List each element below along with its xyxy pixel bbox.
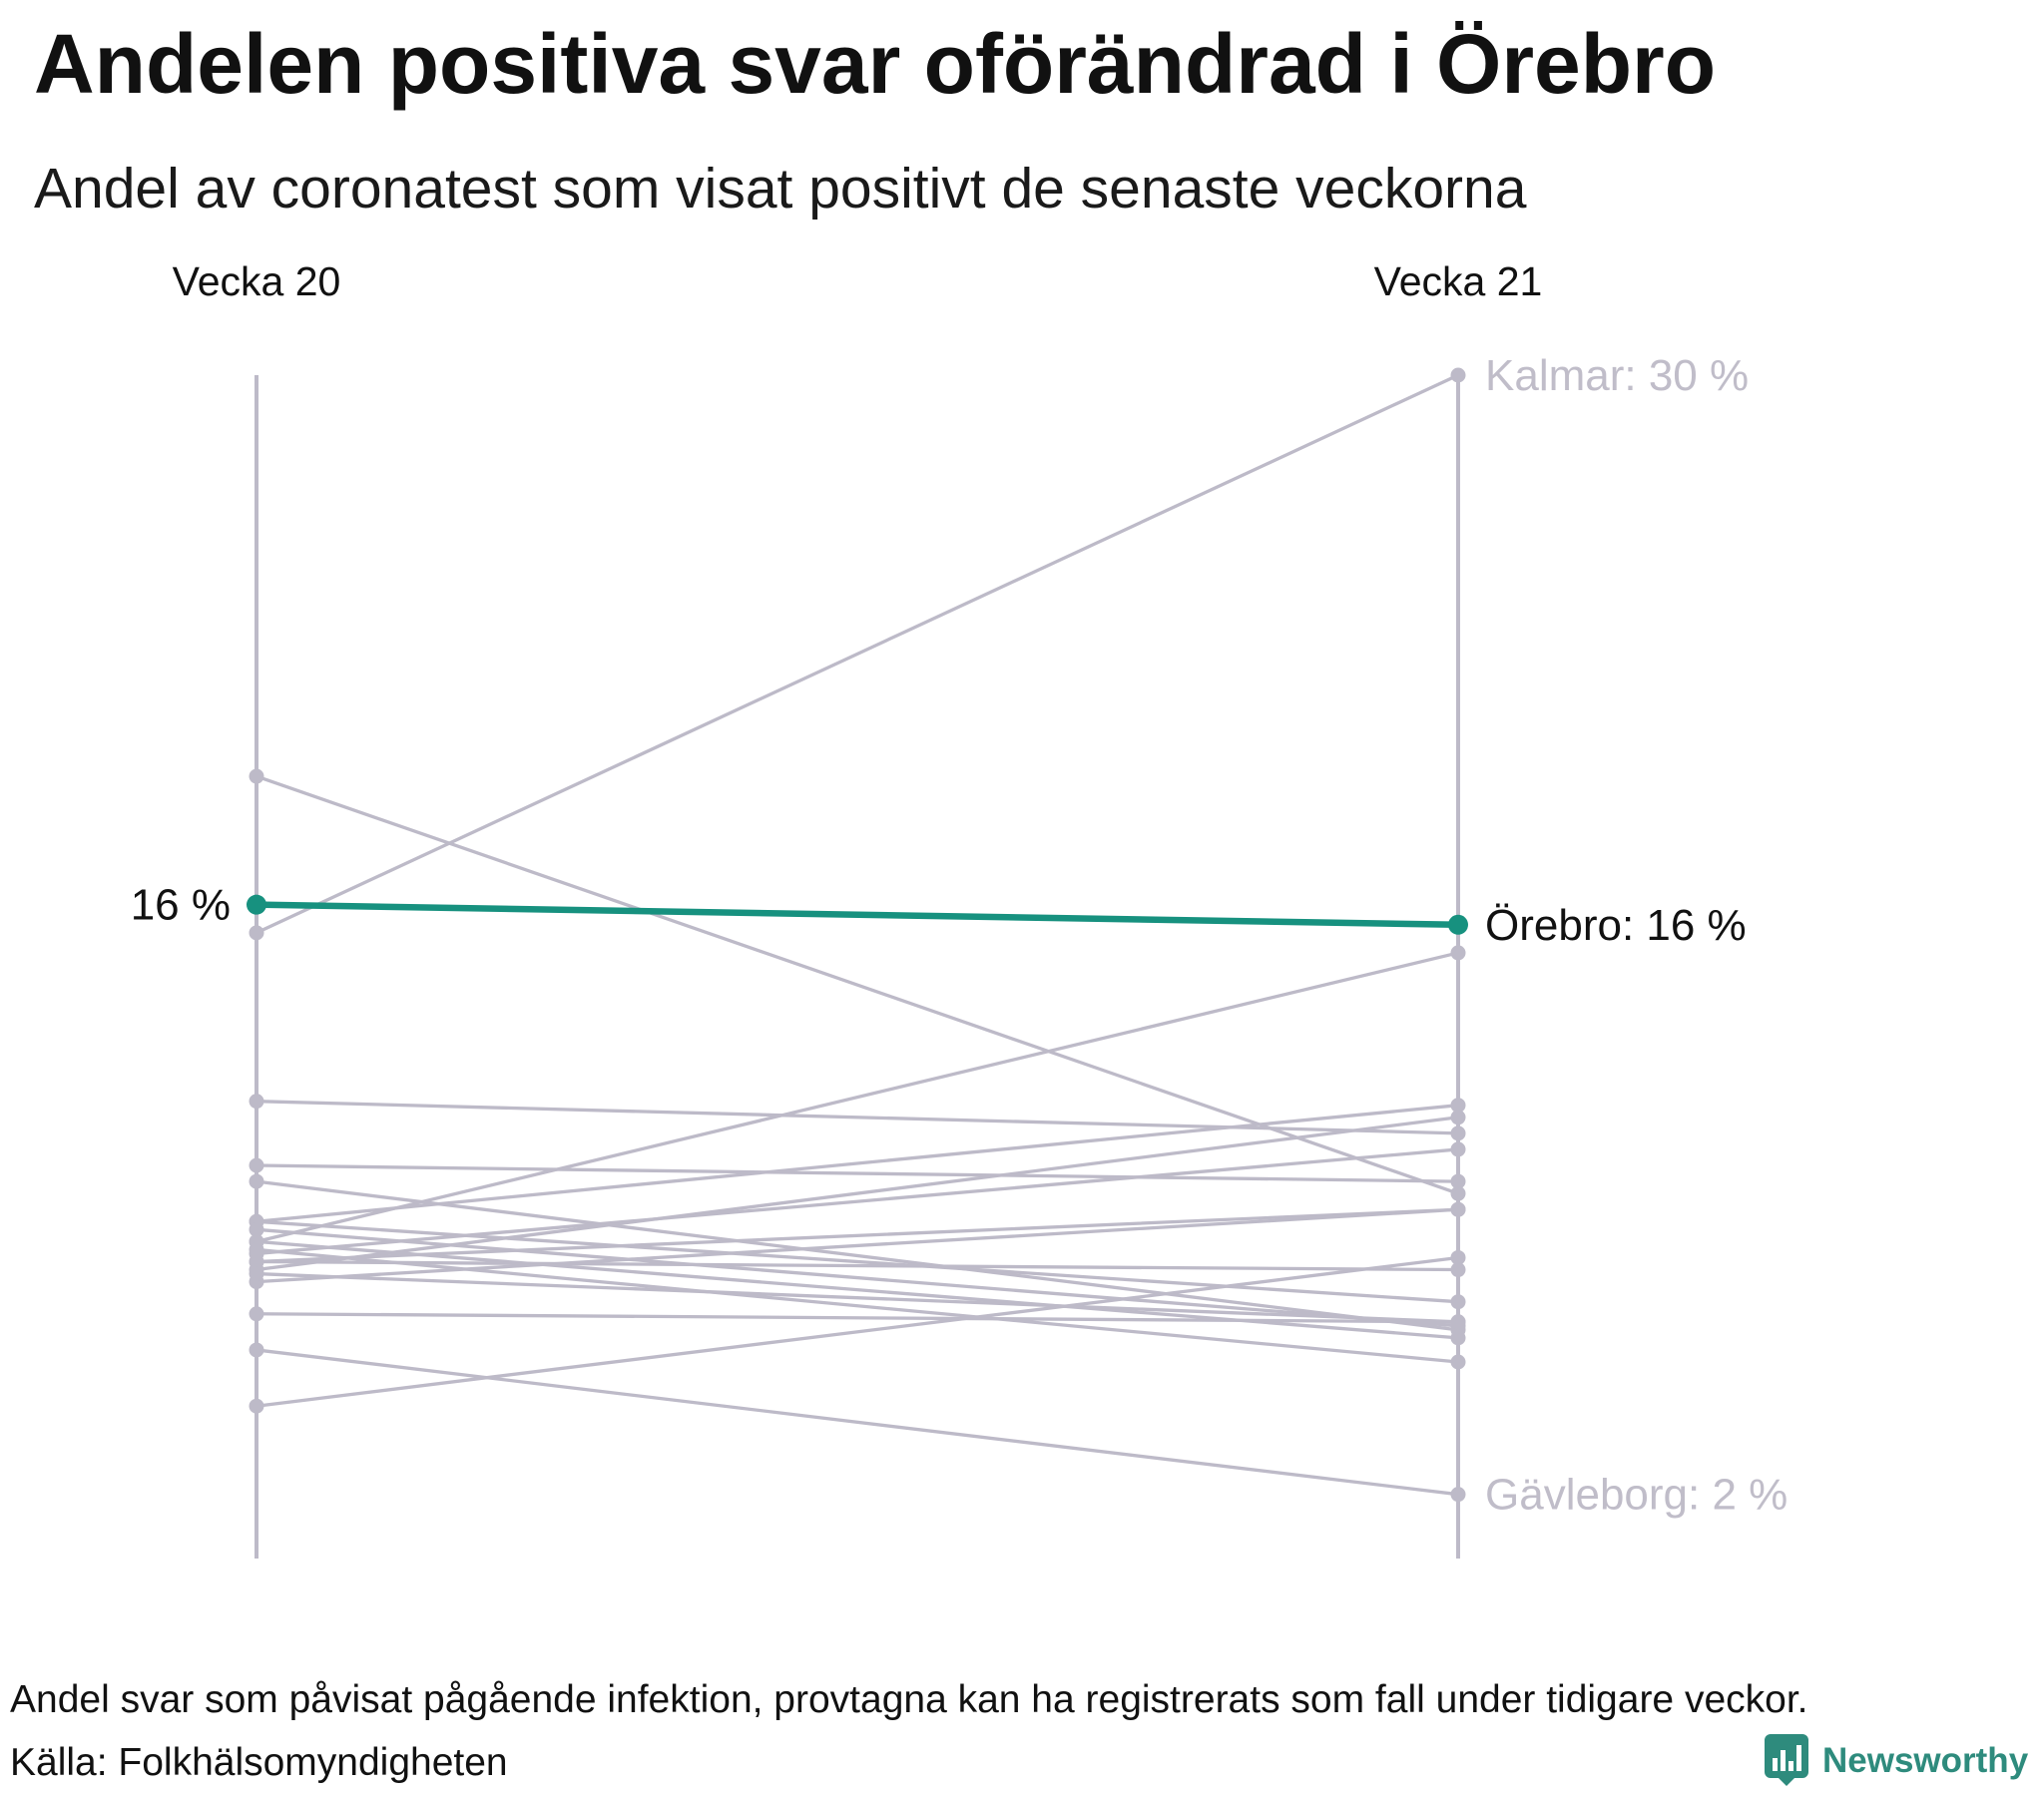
data-point-vecka-20 [249,1157,264,1173]
series-line [255,1227,1460,1328]
series-line [255,1271,1460,1324]
data-point-vecka-21 [1450,1249,1466,1265]
chart-title: Andelen positiva svar oförändrad i Örebr… [34,17,1717,111]
bar-chart-speech-bubble-icon [1765,1734,1808,1786]
series-end-label: Gävleborg: 2 % [1485,1471,1788,1520]
data-point-vecka-20 [249,1266,264,1282]
data-point-vecka-20 [249,1342,264,1358]
data-point-vecka-21 [1450,1262,1466,1278]
data-point-vecka-21 [1450,1125,1466,1141]
data-point-vecka-20 [249,1306,264,1322]
data-point-vecka-20 [247,894,266,915]
newsworthy-logo: Newsworthy [1765,1734,2028,1786]
data-point-vecka-20 [249,925,264,941]
series-line [255,1163,1460,1183]
series-line [255,1179,1460,1332]
data-point-vecka-20 [249,768,264,784]
series-line [255,1219,1460,1304]
series-group-other [249,367,1466,1503]
data-point-vecka-20 [249,1173,264,1189]
data-point-vecka-21 [1450,1173,1466,1189]
series-line [255,1100,1460,1135]
data-point-vecka-20 [249,1221,264,1237]
data-point-vecka-20 [249,1241,264,1257]
source-credit: Källa: Folkhälsomyndigheten [10,1741,508,1784]
column-label-vecka-21: Vecka 21 [1374,258,1543,304]
data-point-vecka-21 [1450,1110,1466,1125]
series-line [255,1247,1460,1364]
data-point-vecka-21 [1450,1294,1466,1310]
series-line [255,1255,1460,1408]
series-line [255,373,1460,935]
data-point-vecka-21 [1448,914,1468,935]
series-line [255,1207,1460,1264]
series-line [255,1348,1460,1497]
data-point-vecka-21 [1450,1487,1466,1503]
data-point-vecka-20 [249,1094,264,1110]
series-line [255,1259,1460,1272]
column-label-vecka-20: Vecka 20 [173,258,341,304]
series-end-label: Kalmar: 30 % [1485,351,1749,400]
data-point-vecka-21 [1450,1354,1466,1370]
series-line [255,1239,1460,1340]
data-point-vecka-21 [1450,1098,1466,1114]
series-group-highlight [247,894,1468,935]
data-point-vecka-21 [1450,1330,1466,1346]
data-point-vecka-20 [249,1398,264,1414]
slope-chart: Vecka 20 Vecka 21 Kalmar: 30 % Gävleborg:… [131,258,1788,1559]
data-point-vecka-21 [1450,367,1466,383]
series-start-label: 16 % [131,881,231,930]
series-labels: Kalmar: 30 % Gävleborg: 2 % Örebro: 16 % 16… [131,351,1788,1520]
series-line [255,774,1460,1195]
data-point-vecka-21 [1450,1185,1466,1201]
series-line [255,1104,1460,1223]
footnote: Andel svar som påvisat pågående infektio… [10,1678,1808,1721]
data-point-vecka-21 [1450,1141,1466,1157]
series-end-label: Örebro: 16 % [1485,901,1747,950]
series-line [255,951,1460,1244]
chart-subtitle: Andel av coronatest som visat positivt d… [34,157,1527,221]
data-point-vecka-21 [1450,1314,1466,1330]
newsworthy-logo-text: Newsworthy [1822,1740,2029,1780]
data-point-vecka-21 [1450,1201,1466,1217]
data-point-vecka-21 [1450,945,1466,961]
series-line-highlight [253,901,1462,929]
data-point-vecka-20 [249,1253,264,1269]
